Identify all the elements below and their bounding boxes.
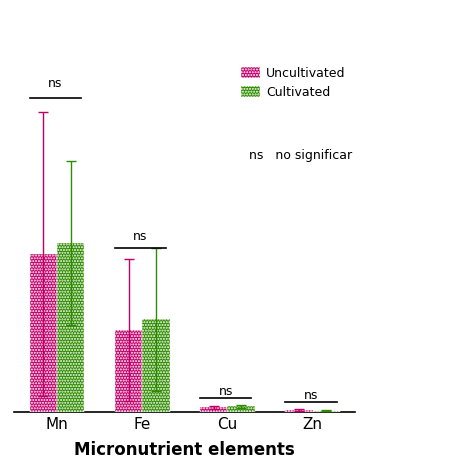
Text: ns: ns: [133, 230, 148, 243]
X-axis label: Micronutrient elements: Micronutrient elements: [74, 440, 295, 458]
Bar: [313, 411, 340, 412]
Text: ns   no significar: ns no significar: [249, 149, 352, 162]
Bar: [200, 408, 228, 412]
Bar: [228, 406, 255, 412]
Text: ns: ns: [48, 77, 63, 90]
Bar: [115, 330, 142, 412]
Bar: [30, 254, 57, 412]
Legend: Uncultivated, Cultivated: Uncultivated, Cultivated: [237, 63, 349, 103]
Bar: [57, 243, 84, 412]
Text: ns: ns: [304, 389, 318, 401]
Bar: [142, 319, 170, 412]
Text: ns: ns: [219, 385, 233, 398]
Bar: [285, 410, 313, 412]
